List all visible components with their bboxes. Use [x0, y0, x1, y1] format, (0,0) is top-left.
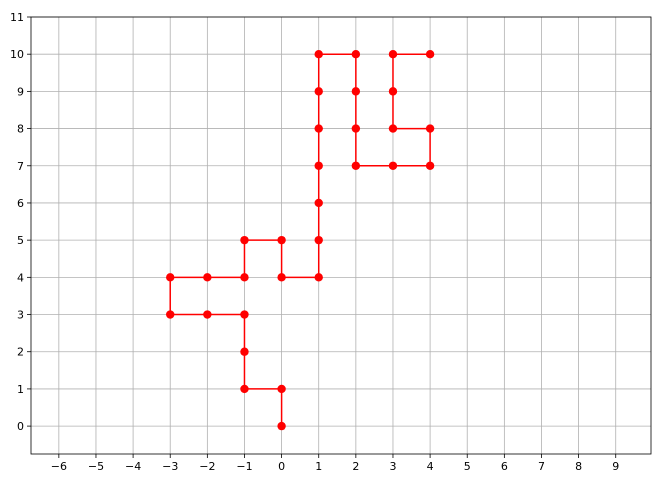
data-point	[240, 384, 249, 394]
data-point	[388, 124, 398, 133]
x-tick-label: 3	[389, 460, 396, 473]
data-point	[388, 49, 398, 59]
y-tick-label: 4	[17, 271, 24, 284]
y-tick-label: 7	[17, 160, 24, 173]
data-point	[240, 310, 249, 319]
grid	[31, 16, 651, 454]
x-tick-label: 6	[501, 460, 508, 473]
x-tick-label: −5	[88, 460, 104, 473]
x-tick-label: −1	[236, 460, 252, 473]
data-point	[203, 310, 212, 319]
y-tick-label: 5	[17, 234, 24, 247]
data-point	[166, 273, 175, 282]
data-point	[314, 49, 323, 59]
y-tick-label: 1	[17, 383, 24, 396]
ticks: −6 −5 −4 −3 −2 −1 0 1 2 3 4 5 6 7 8 9 0 1 2 3 4 5 6 7 8 9 10 11	[10, 11, 619, 473]
x-tick-label: 9	[612, 460, 619, 473]
data-point	[277, 384, 286, 394]
data-point	[166, 310, 175, 319]
x-tick-label: 2	[352, 460, 359, 473]
y-tick-label: 3	[17, 309, 24, 322]
data-point	[425, 161, 435, 170]
y-tick-label: 0	[17, 420, 24, 433]
data-point	[314, 124, 323, 133]
y-tick-label: 2	[17, 346, 24, 359]
data-point	[425, 124, 435, 133]
data-point	[277, 235, 286, 245]
x-tick-label: 8	[575, 460, 582, 473]
data-point	[351, 161, 361, 170]
data-point	[203, 273, 212, 282]
y-tick-label: 10	[10, 48, 24, 61]
data-point	[388, 87, 398, 96]
x-tick-label: −2	[199, 460, 215, 473]
data-point	[314, 198, 323, 208]
y-tick-label: 8	[17, 123, 24, 136]
x-tick-label: −3	[162, 460, 178, 473]
x-tick-label: 1	[315, 460, 322, 473]
data-point	[351, 49, 361, 59]
data-point	[388, 161, 398, 170]
y-tick-label: 11	[10, 11, 24, 24]
data-point	[277, 421, 286, 431]
x-tick-label: −6	[51, 460, 67, 473]
x-tick-label: −4	[125, 460, 141, 473]
data-point	[314, 235, 323, 245]
data-point	[277, 273, 286, 282]
x-tick-label: 7	[538, 460, 545, 473]
data-point	[240, 235, 249, 245]
series-layer	[166, 49, 435, 431]
data-point	[425, 49, 435, 59]
x-tick-label: 0	[278, 460, 285, 473]
x-tick-label: 4	[427, 460, 434, 473]
data-point	[240, 273, 249, 282]
plot-frame	[30, 16, 652, 455]
data-point	[314, 87, 323, 96]
x-tick-label: 5	[464, 460, 471, 473]
y-tick-label: 9	[17, 85, 24, 98]
data-point	[351, 124, 361, 133]
data-point	[351, 87, 361, 96]
data-point	[314, 273, 323, 282]
y-tick-label: 6	[17, 197, 24, 210]
data-point	[314, 161, 323, 170]
data-point	[240, 347, 249, 356]
